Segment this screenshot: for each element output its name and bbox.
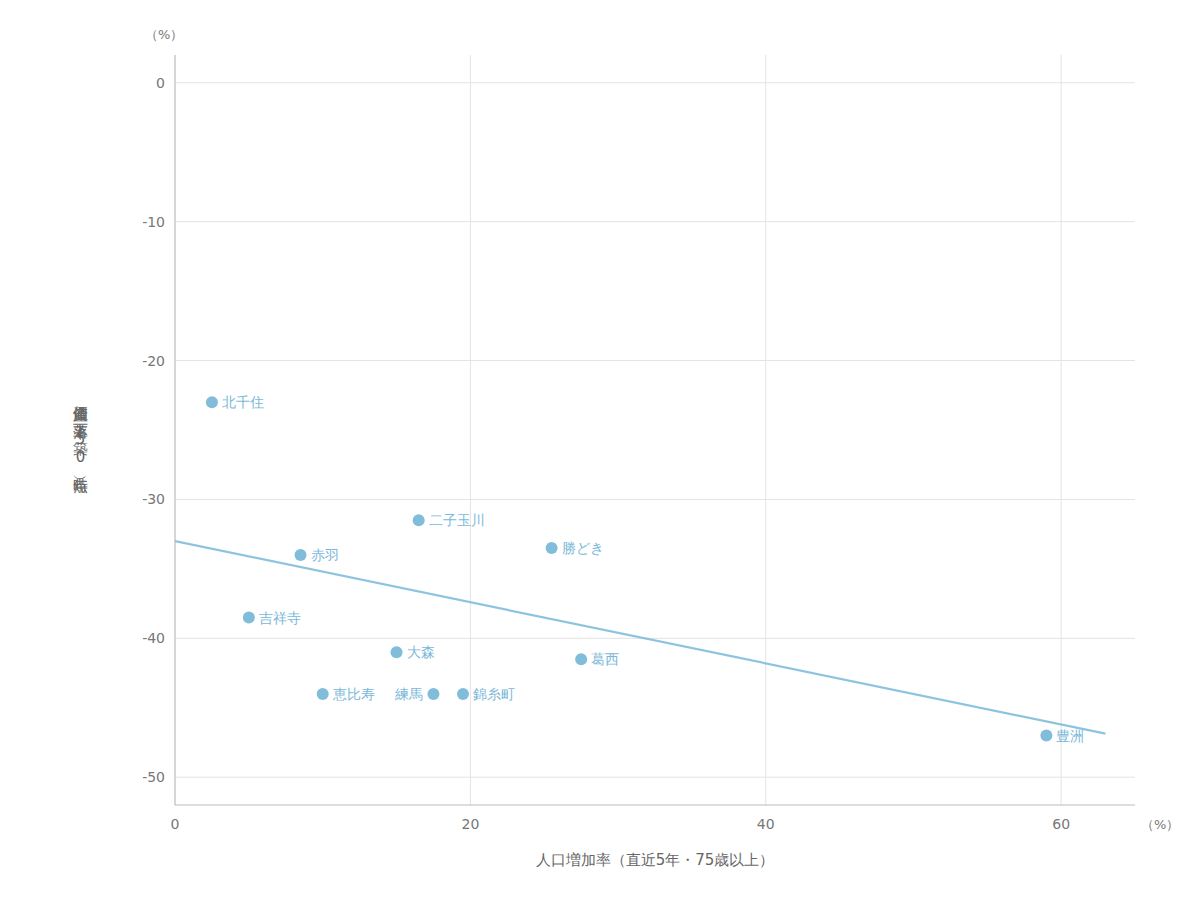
scatter-point [295, 549, 307, 561]
y-tick-label: -40 [142, 630, 165, 646]
y-unit-label: （%） [145, 27, 183, 42]
point-label: 赤羽 [311, 547, 339, 563]
y-tick-label: -10 [142, 214, 165, 230]
scatter-point [413, 514, 425, 526]
scatter-point [206, 396, 218, 408]
y-axis-label: 資産価値 下落率 （築50年時点） [73, 394, 88, 466]
x-grid-line [470, 55, 471, 805]
y-tick-label: -30 [142, 491, 165, 507]
point-labels: 北千住吉祥寺 赤羽恵比寿 二子玉川大森練馬 錦糸町 葛西 勝どき豊洲 [222, 394, 1084, 743]
x-tick-label: 0 [171, 816, 180, 832]
scatter-point [1040, 730, 1052, 742]
x-grid-line [175, 55, 176, 805]
scatter-point [457, 688, 469, 700]
point-label: 豊洲 [1056, 728, 1084, 744]
point-label: 吉祥寺 [259, 610, 301, 626]
y-tick-label: -50 [142, 769, 165, 785]
point-label: 二子玉川 [429, 512, 485, 528]
y-tick-label: 0 [156, 75, 165, 91]
point-label: 大森 [407, 644, 435, 660]
y-grid-line [175, 777, 1135, 778]
point-label: 恵比寿 [332, 686, 375, 702]
y-axis-line [175, 55, 176, 805]
x-grid-line [765, 55, 766, 805]
scatter-point [575, 653, 587, 665]
x-grid-line [1061, 55, 1062, 805]
plot-area [175, 396, 1105, 741]
x-unit-label: （%） [1141, 817, 1179, 832]
y-grid-line [175, 638, 1135, 639]
x-tick-label: 40 [757, 816, 775, 832]
point-label: 勝どき [562, 540, 604, 556]
scatter-point [546, 542, 558, 554]
grid [175, 55, 1135, 805]
y-grid-line [175, 360, 1135, 361]
tick-labels: 0 20 40 60 0 -10 -20 -30 -40 -50 [142, 75, 1070, 832]
point-label: 練馬 [394, 686, 423, 702]
point-label: 葛西 [591, 651, 619, 667]
scatter-point [391, 646, 403, 658]
x-axis-label: 人口増加率（直近5年・75歳以上） [536, 851, 775, 869]
y-grid-line [175, 221, 1135, 222]
chart: 0 20 40 60 0 -10 -20 -30 -40 -50 北千住吉祥寺 赤羽恵比寿 二子玉川大森… [0, 0, 1200, 900]
y-tick-label: -20 [142, 353, 165, 369]
point-label: 錦糸町 [473, 686, 515, 702]
x-axis-line [175, 805, 1135, 806]
scatter-point [243, 612, 255, 624]
point-label: 北千住 [222, 394, 264, 410]
y-grid-line [175, 82, 1135, 83]
scatter-point [317, 688, 329, 700]
trend-line [175, 541, 1105, 734]
x-tick-label: 20 [461, 816, 479, 832]
x-tick-label: 60 [1052, 816, 1070, 832]
scatter-point [427, 688, 439, 700]
y-grid-line [175, 499, 1135, 500]
